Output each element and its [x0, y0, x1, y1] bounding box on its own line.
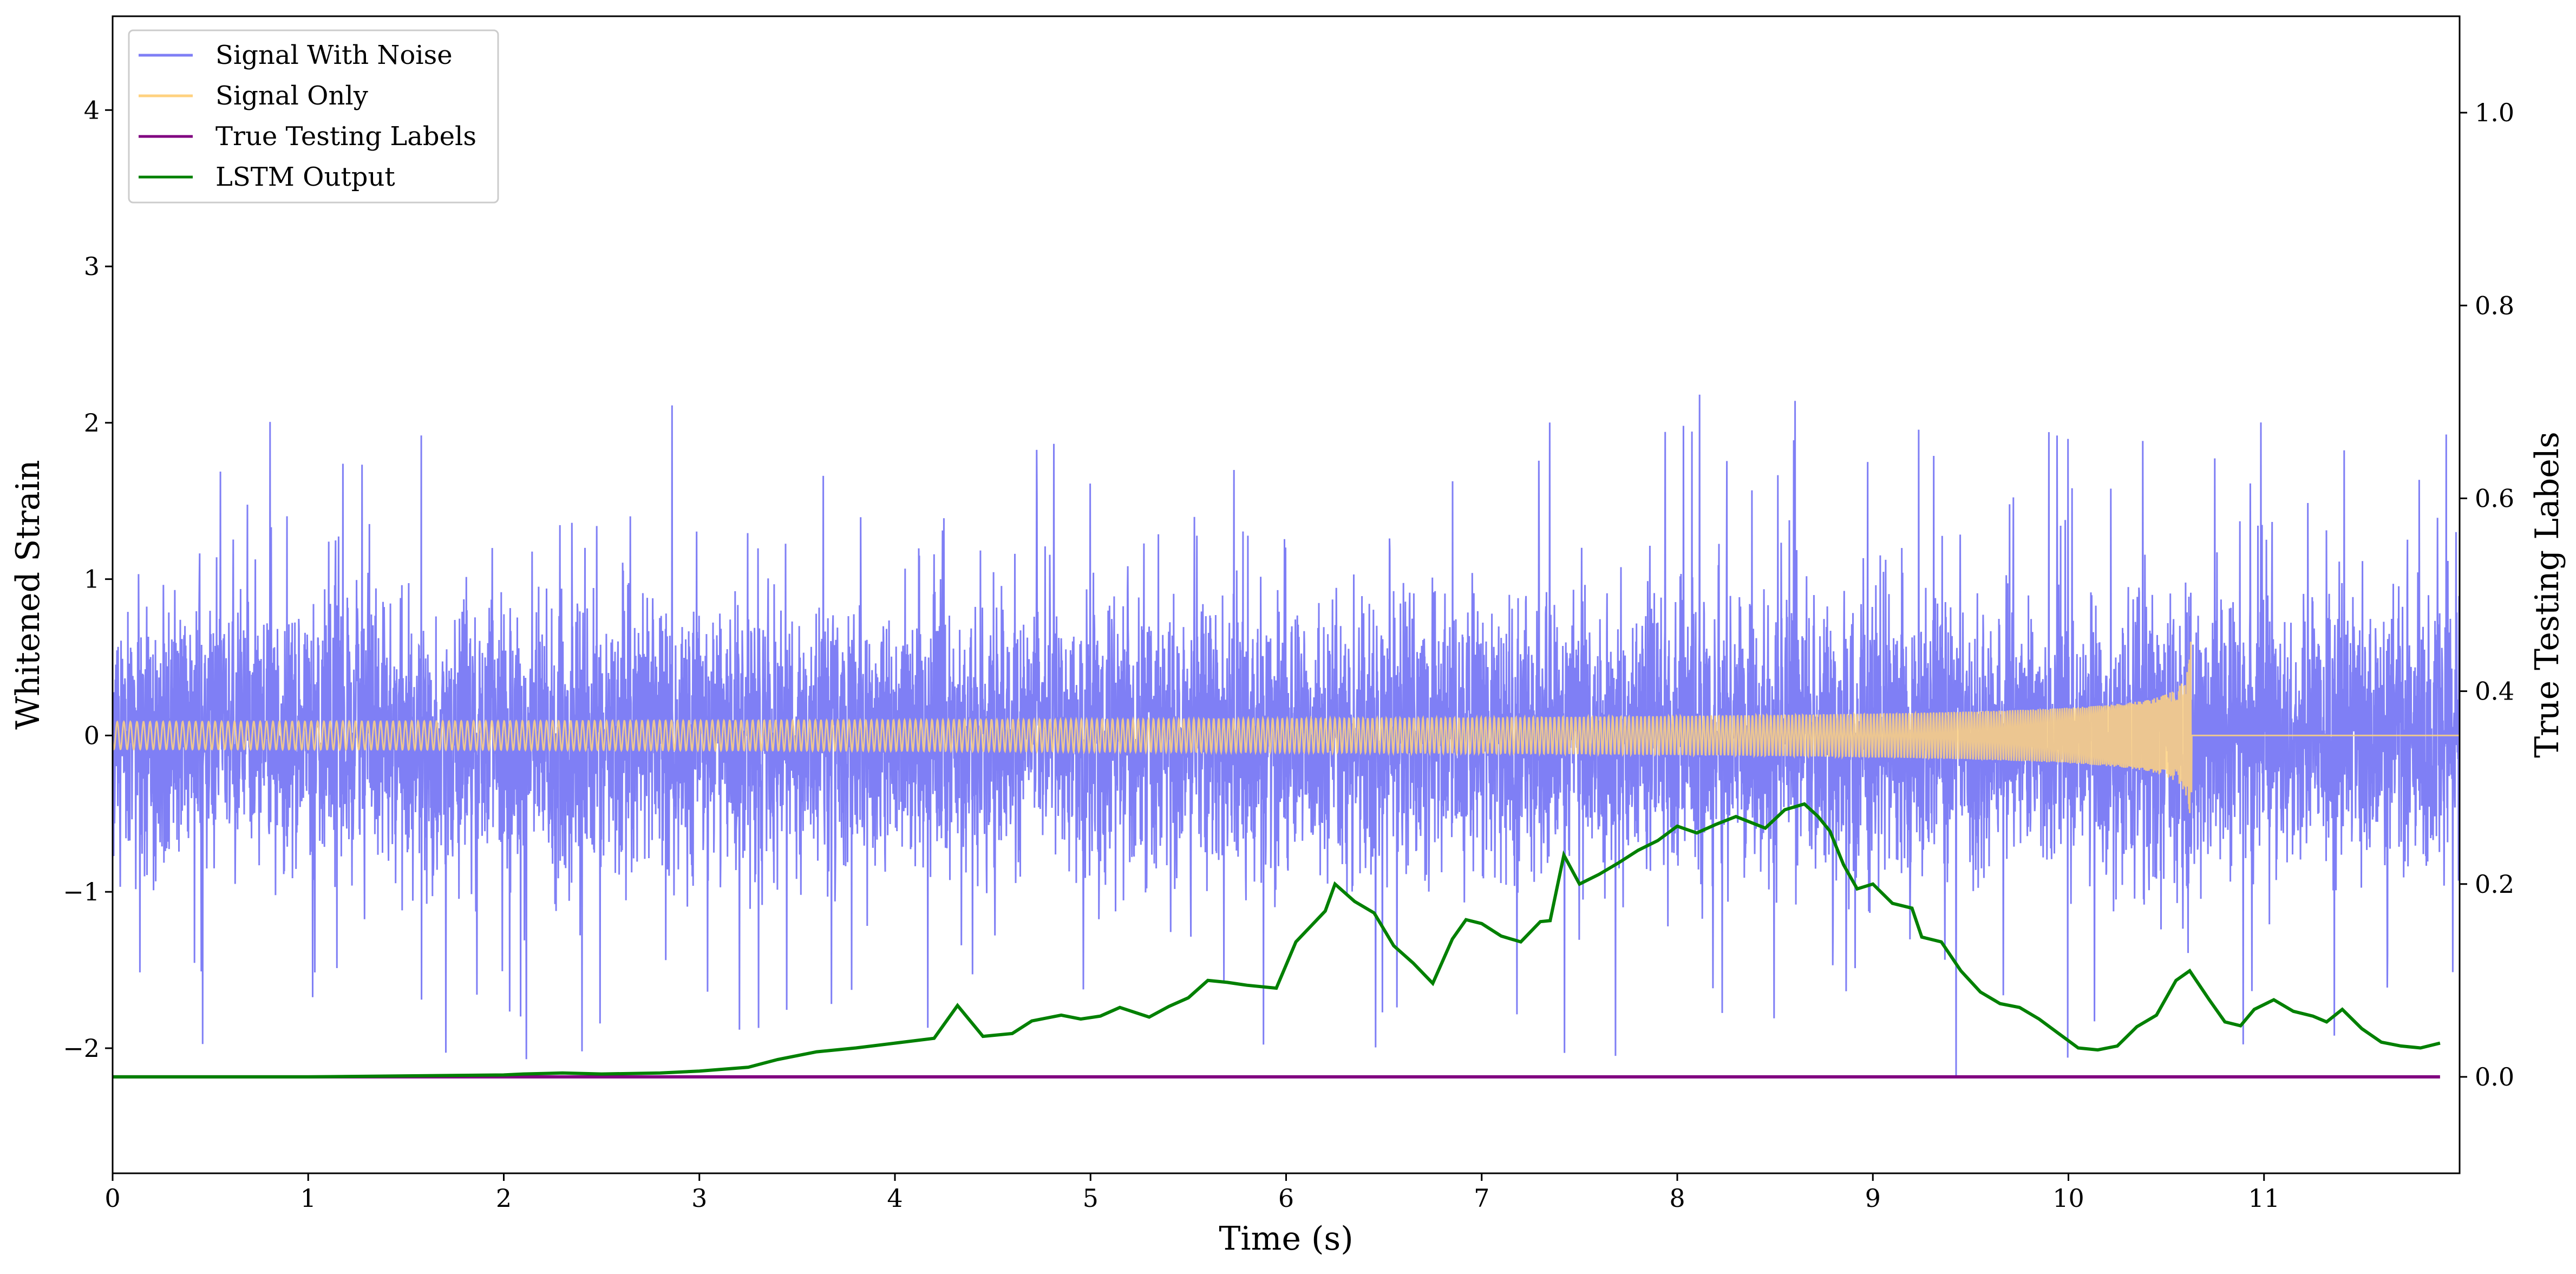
x-tick-label: 4 — [887, 1184, 903, 1213]
y-tick-label: 0 — [84, 721, 100, 750]
series-signal-only-line — [113, 642, 2460, 813]
x-tick-label: 11 — [2248, 1184, 2280, 1213]
y-axis-title: Whitened Strain — [9, 460, 47, 729]
legend-label-true-testing-labels: True Testing Labels — [215, 121, 476, 152]
y2-tick-label: 0.4 — [2475, 677, 2514, 706]
y-tick-label: −1 — [63, 877, 100, 906]
legend-label-lstm-output: LSTM Output — [215, 162, 395, 192]
x-tick-label: 6 — [1278, 1184, 1294, 1213]
y2-axis-ticks: 0.0 0.2 0.4 0.6 0.8 1.0 — [2460, 98, 2514, 1092]
x-tick-label: 3 — [691, 1184, 707, 1213]
x-tick-label: 7 — [1474, 1184, 1489, 1213]
y-tick-label: 2 — [84, 408, 100, 437]
x-tick-label: 1 — [300, 1184, 316, 1213]
legend-label-signal-only: Signal Only — [215, 81, 368, 111]
y2-tick-label: 0.8 — [2475, 291, 2514, 320]
legend-label-signal-with-noise: Signal With Noise — [215, 40, 453, 70]
x-tick-label: 8 — [1669, 1184, 1685, 1213]
y2-tick-label: 0.0 — [2475, 1062, 2514, 1092]
x-tick-label: 2 — [496, 1184, 512, 1213]
x-axis-title: Time (s) — [1219, 1220, 1353, 1258]
y2-tick-label: 0.6 — [2475, 484, 2514, 513]
y2-axis-title: True Testing Labels — [2528, 432, 2566, 758]
x-axis-ticks: 0 1 2 3 4 5 6 7 8 9 10 11 — [104, 1173, 2280, 1213]
x-tick-label: 5 — [1083, 1184, 1099, 1213]
y-tick-label: 1 — [84, 565, 100, 594]
series-lstm-output-line — [113, 802, 2441, 1079]
x-tick-label: 9 — [1865, 1184, 1881, 1213]
legend-box — [128, 29, 499, 204]
legend: Signal With Noise Signal Only True Testi… — [128, 29, 499, 204]
y-tick-label: 4 — [84, 95, 100, 125]
y-tick-label: −2 — [63, 1034, 100, 1063]
y2-tick-label: 0.2 — [2475, 870, 2514, 899]
x-tick-label: 10 — [2052, 1184, 2084, 1213]
y-tick-label: 3 — [84, 252, 100, 281]
y-axis-ticks: −2 −1 0 1 2 3 4 — [63, 95, 113, 1063]
x-tick-label: 0 — [104, 1184, 120, 1213]
y2-tick-label: 1.0 — [2475, 98, 2514, 127]
